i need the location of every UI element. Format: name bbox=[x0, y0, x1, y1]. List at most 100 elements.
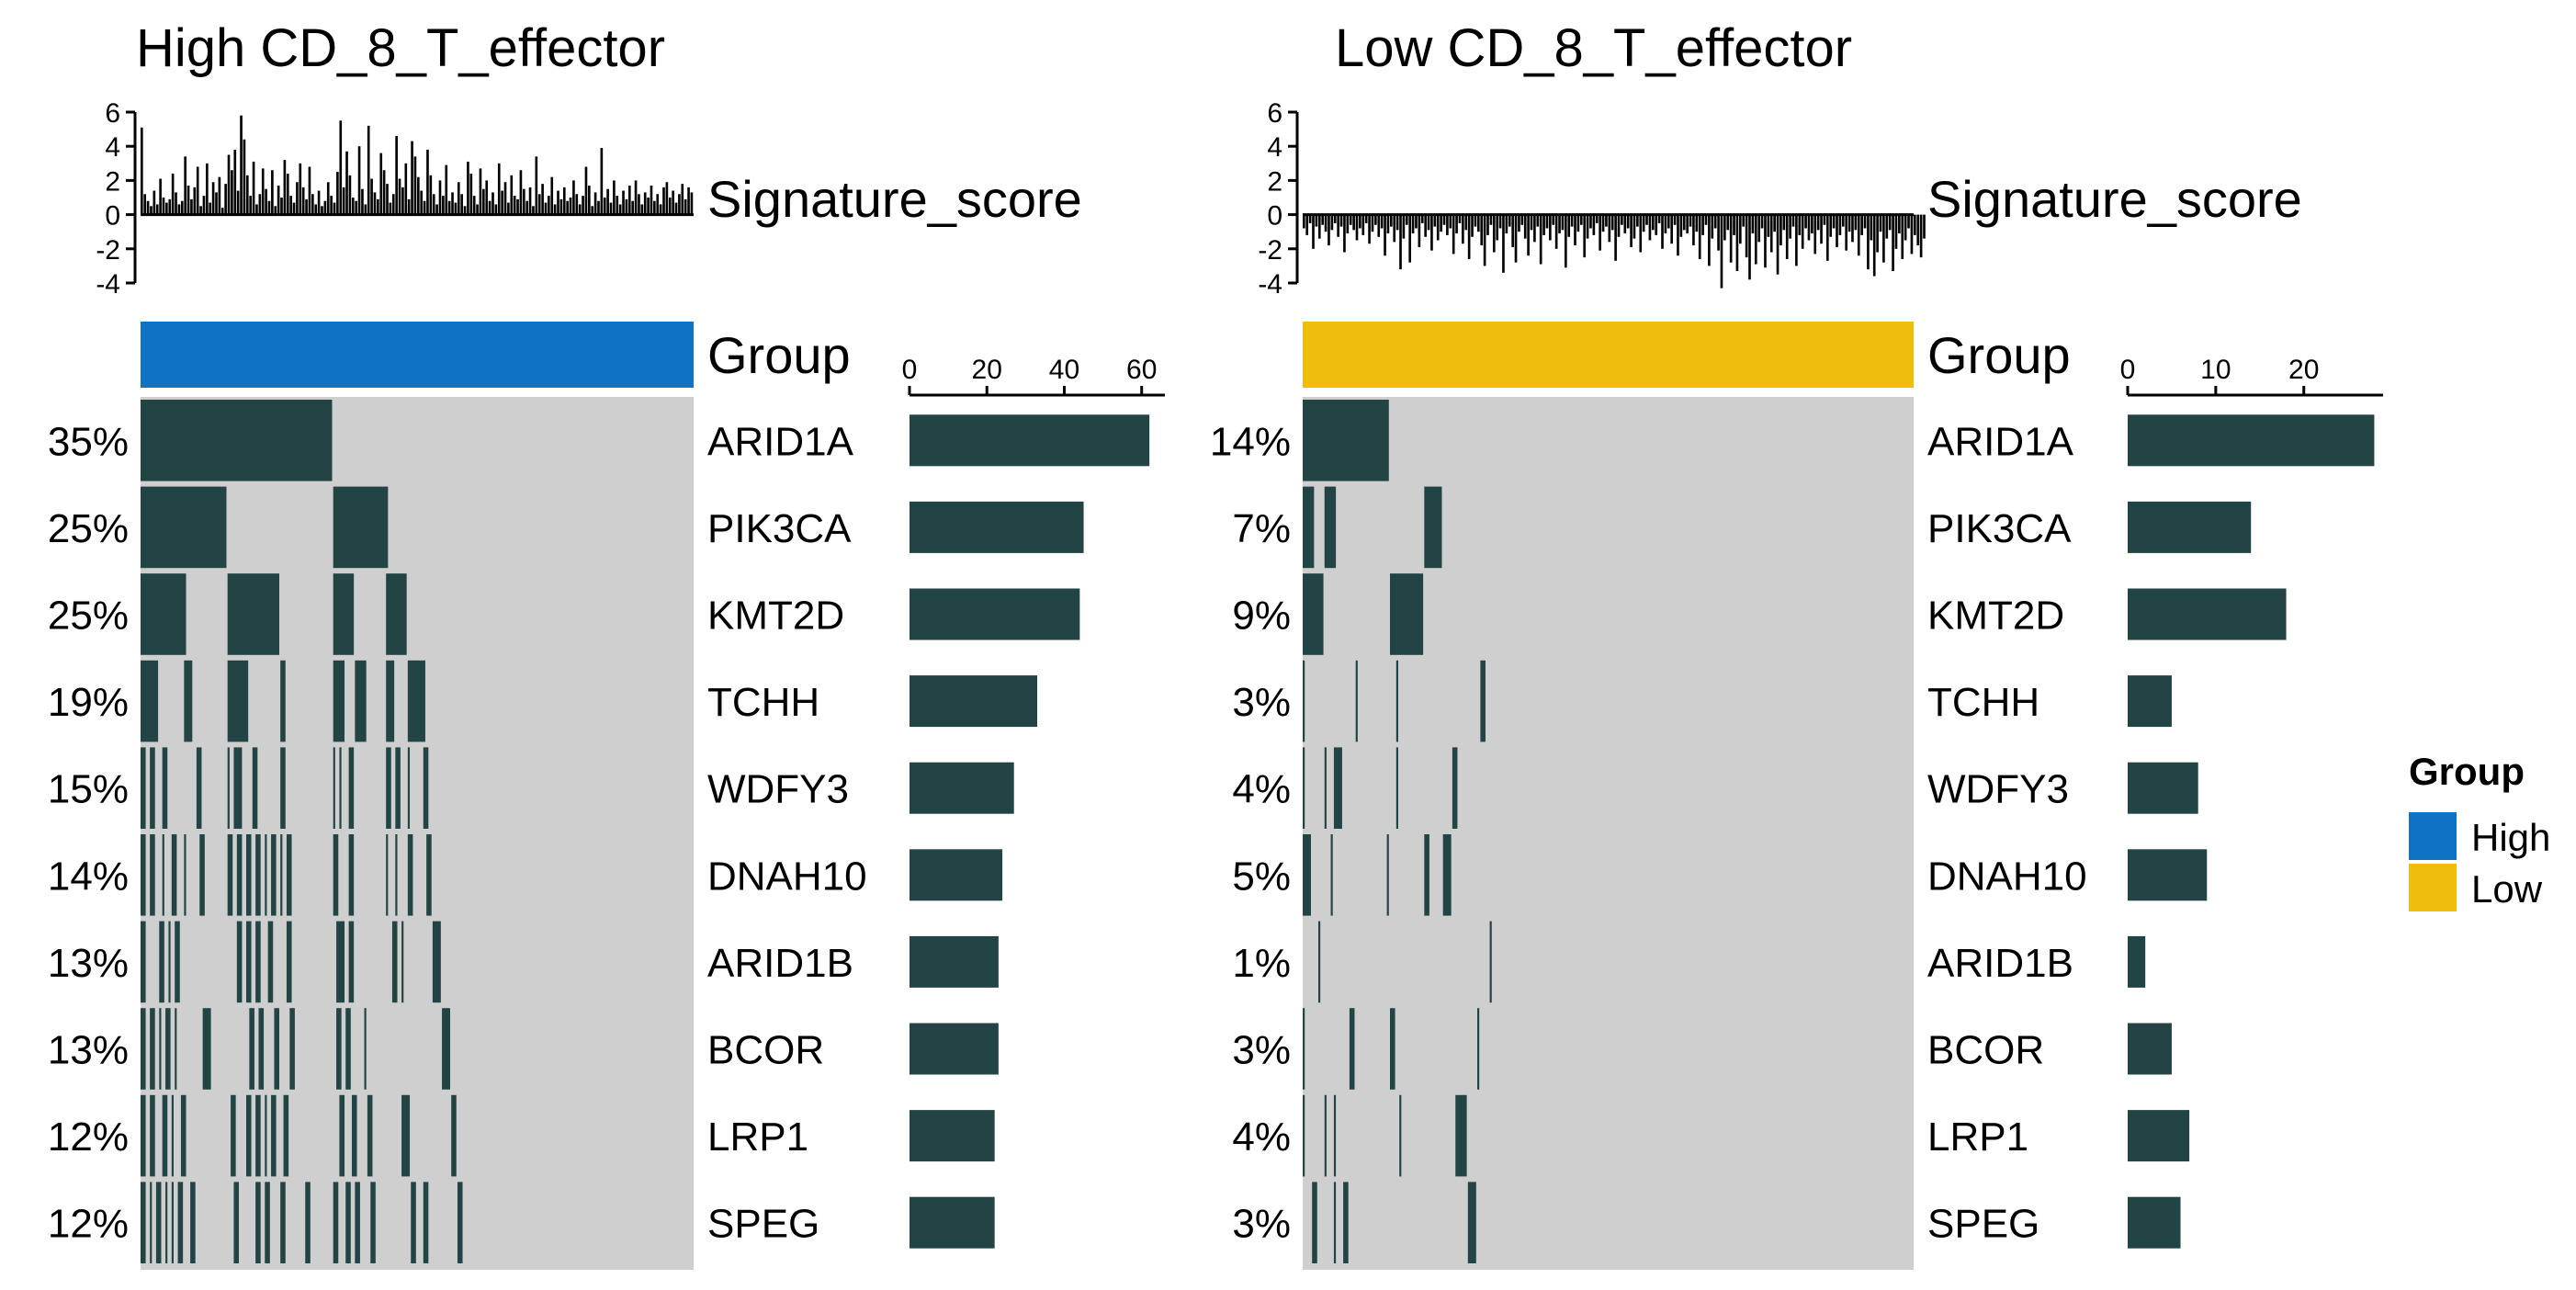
signature-score-bar bbox=[1754, 214, 1757, 265]
mutation-count-bar bbox=[2128, 1023, 2172, 1075]
signature-score-bar bbox=[600, 148, 604, 215]
signature-score-bar bbox=[1474, 214, 1477, 227]
signature-score-bar bbox=[1923, 214, 1926, 239]
signature-score-label: Signature_score bbox=[1927, 170, 2302, 228]
signature-score-bar bbox=[1418, 214, 1421, 247]
count-axis-tick-label: 0 bbox=[902, 355, 918, 385]
mutation-cell bbox=[141, 486, 227, 569]
mutation-cell bbox=[258, 1008, 265, 1090]
signature-score-bar bbox=[267, 200, 271, 215]
signature-score-bar bbox=[1892, 214, 1894, 271]
mutation-cell bbox=[1399, 1094, 1402, 1177]
mutation-percent-label: 3% bbox=[1232, 1028, 1291, 1073]
signature-score-bar bbox=[1816, 214, 1820, 231]
signature-score-bar bbox=[1820, 214, 1823, 244]
signature-score-bar bbox=[501, 190, 503, 215]
score-axis: 642 0-2-4 bbox=[1258, 98, 1299, 300]
signature-score-bar bbox=[460, 194, 463, 215]
mutation-cell bbox=[351, 1094, 357, 1177]
score-axis-tick-label: -4 bbox=[1258, 269, 1282, 300]
signature-score-bar bbox=[1735, 214, 1739, 271]
signature-score-bar bbox=[1570, 214, 1574, 227]
mutation-cell bbox=[227, 660, 249, 742]
signature-score-bar bbox=[180, 200, 184, 215]
signature-score-bar bbox=[510, 175, 514, 215]
signature-score-bar bbox=[1807, 214, 1811, 241]
signature-score-bar bbox=[1552, 214, 1555, 225]
signature-score-bar bbox=[582, 196, 584, 215]
signature-score-bar bbox=[1415, 214, 1418, 229]
signature-score-bar bbox=[1642, 214, 1645, 232]
signature-score-bar bbox=[417, 176, 420, 215]
signature-score-bar bbox=[1845, 214, 1848, 251]
mutation-percent-labels: 35% 25% 25% 19% 15% 14% 13% 13% 12% 12% bbox=[48, 419, 129, 1246]
signature-score-bar bbox=[379, 153, 383, 215]
signature-score-bar bbox=[202, 196, 206, 215]
signature-score-bar bbox=[1390, 214, 1393, 227]
signature-score-bar bbox=[1599, 214, 1601, 251]
signature-score-bar bbox=[1380, 214, 1384, 229]
mutation-cell bbox=[348, 834, 355, 916]
count-axis: 0 20 40 60 bbox=[902, 355, 1165, 397]
signature-score-bar bbox=[659, 204, 662, 215]
signature-score-bar bbox=[1795, 214, 1798, 266]
mutation-cell bbox=[336, 921, 345, 1003]
signature-score-bar bbox=[532, 206, 535, 215]
signature-score-bar bbox=[1533, 214, 1536, 243]
signature-score-bar bbox=[1420, 214, 1424, 223]
signature-score-bar bbox=[377, 198, 379, 215]
signature-score-bar bbox=[566, 200, 569, 215]
signature-score-bar bbox=[1492, 214, 1496, 253]
signature-score-bar bbox=[467, 161, 469, 215]
signature-score-bar bbox=[457, 182, 460, 215]
signature-score-bar bbox=[1916, 214, 1920, 246]
mutation-cell bbox=[289, 1008, 295, 1090]
signature-score-bar bbox=[277, 185, 280, 215]
mutation-cell bbox=[1303, 486, 1315, 569]
score-axis-tick-label: 0 bbox=[105, 201, 120, 232]
signature-score-bar bbox=[1773, 214, 1776, 232]
signature-score-bar bbox=[1623, 214, 1627, 234]
mutation-count-bars bbox=[2128, 414, 2375, 1249]
score-axis-tick-label: 4 bbox=[1267, 132, 1282, 163]
signature-score-bar bbox=[1633, 214, 1636, 239]
signature-score-bar bbox=[656, 194, 660, 215]
mutation-cell bbox=[1455, 1094, 1467, 1177]
mutation-percent-label: 4% bbox=[1232, 767, 1291, 812]
signature-score-bar bbox=[438, 180, 442, 215]
signature-score-bar bbox=[463, 206, 467, 215]
signature-score-bar bbox=[199, 206, 202, 215]
signature-score-bar bbox=[330, 196, 333, 215]
mutation-cell bbox=[423, 747, 429, 829]
signature-score-bar bbox=[236, 190, 240, 215]
gene-labels: ARID1A PIK3CA KMT2D TCHH WDFY3 DNAH10 ARID1B BC… bbox=[707, 419, 867, 1246]
mutation-cell bbox=[245, 834, 252, 916]
mutation-cell bbox=[386, 747, 391, 829]
legend-label-low: Low bbox=[2471, 867, 2543, 911]
mutation-cell bbox=[236, 921, 243, 1003]
signature-score-bar bbox=[1567, 214, 1571, 237]
mutation-cell bbox=[367, 1094, 373, 1177]
mutation-cell bbox=[1395, 660, 1398, 742]
signature-score-bar bbox=[243, 139, 246, 215]
signature-score-bar bbox=[1655, 214, 1658, 235]
signature-score-bar bbox=[1464, 214, 1468, 231]
signature-score-bar bbox=[1371, 214, 1374, 232]
signature-score-bar bbox=[640, 204, 644, 215]
mutation-cell bbox=[386, 834, 389, 916]
mutation-cell bbox=[355, 660, 367, 742]
mutation-cell bbox=[280, 747, 286, 829]
signature-score-bar bbox=[1657, 214, 1661, 223]
signature-score-bar bbox=[1315, 214, 1318, 227]
mutation-cell bbox=[1312, 1182, 1317, 1263]
signature-score-bar bbox=[1617, 214, 1621, 237]
signature-score-bar bbox=[1576, 214, 1580, 232]
signature-score-bar bbox=[513, 196, 516, 215]
mutation-cell bbox=[333, 1182, 339, 1263]
mutation-count-bars bbox=[910, 414, 1150, 1249]
signature-score-bar bbox=[1386, 214, 1390, 234]
mutation-cell bbox=[141, 921, 146, 1003]
signature-score-bar bbox=[1530, 214, 1533, 231]
mutation-percent-label: 5% bbox=[1232, 854, 1291, 899]
signature-score-bar bbox=[398, 178, 401, 215]
